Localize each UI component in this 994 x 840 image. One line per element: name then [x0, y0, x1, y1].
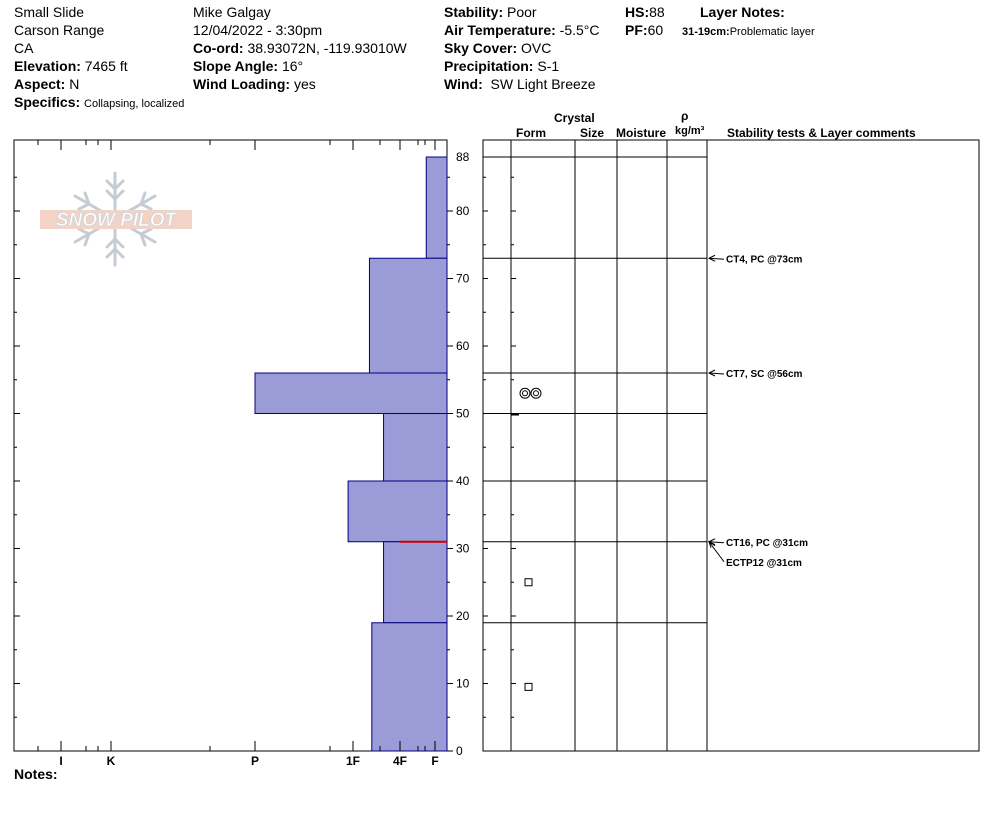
- x-tick-label: P: [251, 754, 259, 768]
- y-tick-label: 50: [456, 407, 470, 421]
- wind-loading-field: Wind Loading: yes: [193, 76, 316, 92]
- y-tick-label: 0: [456, 744, 463, 758]
- specifics-field: Specifics: Collapsing, localized: [14, 94, 185, 110]
- rounded-grains-icon: [519, 387, 542, 399]
- y-tick-label: 10: [456, 677, 470, 691]
- grain-inner-circle: [522, 390, 528, 397]
- comment-arrow-head: [708, 540, 716, 548]
- x-tick-label: 1F: [346, 754, 360, 768]
- y-tick-label: 80: [456, 204, 470, 218]
- comment-arrow-line: [708, 372, 725, 375]
- comment-arrow-head: [707, 369, 716, 377]
- faceted-icon: [524, 682, 533, 691]
- crystal-table: CT4, PC @73cm CT7, SC @56cm CT16, PC @31cm…: [482, 139, 980, 752]
- table-frame: [482, 139, 980, 752]
- profile-plot: 0 10 20 30 40 50 60 70 80 88 I K P 1F 4F F: [13, 139, 470, 768]
- range-name: Carson Range: [14, 22, 105, 38]
- hardness-bar: [383, 413, 448, 482]
- moisture-column-header: Moisture: [616, 126, 667, 140]
- y-tick-label: 30: [456, 542, 470, 556]
- observation-datetime: 12/04/2022 - 3:30pm: [193, 22, 323, 38]
- x-tick-label: K: [107, 754, 116, 768]
- sky-cover-field: Sky Cover: OVC: [444, 40, 552, 56]
- density-rho-header: ρ: [681, 109, 689, 123]
- x-tick-label: F: [431, 754, 438, 768]
- elevation-field: Elevation: 7465 ft: [14, 58, 128, 74]
- comment-arrow-head: [707, 254, 716, 262]
- stability-field: Stability: Poor: [444, 4, 537, 20]
- y-tick-label: 60: [456, 339, 470, 353]
- grain-inner-circle: [533, 390, 539, 397]
- air-temperature-field: Air Temperature: -5.5°C: [444, 22, 600, 38]
- comments-column-header: Stability tests & Layer comments: [727, 126, 916, 140]
- y-tick-label: 70: [456, 272, 470, 286]
- stability-test-comment: CT4, PC @73cm: [726, 254, 803, 265]
- density-unit-header: kg/m³: [675, 125, 705, 137]
- layer-note-row: 31-19cm:Problematic layer: [682, 26, 815, 38]
- x-tick-label: 4F: [393, 754, 407, 768]
- coordinates-field: Co-ord: 38.93072N, -119.93010W: [193, 40, 407, 56]
- observer-name: Mike Galgay: [193, 4, 271, 20]
- snowpilot-logo-text: SNOW PILOT: [56, 210, 178, 231]
- comment-arrow-line: [708, 541, 725, 563]
- hardness-bar: [371, 622, 448, 752]
- comment-arrow-line: [708, 541, 725, 544]
- y-tick-label: 20: [456, 609, 470, 623]
- stability-test-comment: CT16, PC @31cm: [726, 538, 808, 549]
- layer-notes-title: Layer Notes:: [700, 4, 785, 20]
- aspect-field: Aspect: N: [14, 76, 80, 92]
- location-name: Small Slide: [14, 4, 85, 20]
- y-tick-label: 40: [456, 474, 470, 488]
- crystal-column-header: Crystal: [554, 111, 595, 125]
- hardness-bar: [254, 372, 448, 414]
- size-column-header: Size: [580, 126, 605, 140]
- slope-angle-field: Slope Angle: 16°: [193, 58, 304, 74]
- hardness-bar: [383, 541, 448, 624]
- hardness-bar: [425, 156, 448, 259]
- grain-outer-circle: [519, 387, 531, 399]
- faceted-icon: [524, 578, 533, 587]
- comment-arrow-line: [708, 257, 725, 260]
- state-name: CA: [14, 40, 34, 56]
- precipitation-field: Precipitation: S-1: [444, 58, 560, 74]
- form-column-header: Form: [516, 126, 546, 140]
- x-tick-label: I: [59, 754, 62, 768]
- stability-test-comment: CT7, SC @56cm: [726, 369, 803, 380]
- snowpilot-logo: [40, 171, 192, 267]
- notes-label: Notes:: [14, 766, 58, 782]
- grain-outer-circle: [530, 387, 542, 399]
- hardness-bar: [347, 480, 448, 543]
- y-tick-label: 88: [456, 150, 470, 164]
- stability-test-comment: ECTP12 @31cm: [726, 558, 802, 569]
- wind-field: Wind: SW Light Breeze: [444, 76, 596, 92]
- penetration-field: PF:60: [625, 22, 664, 38]
- snow-height-field: HS:88: [625, 4, 665, 20]
- hardness-bar: [368, 257, 448, 374]
